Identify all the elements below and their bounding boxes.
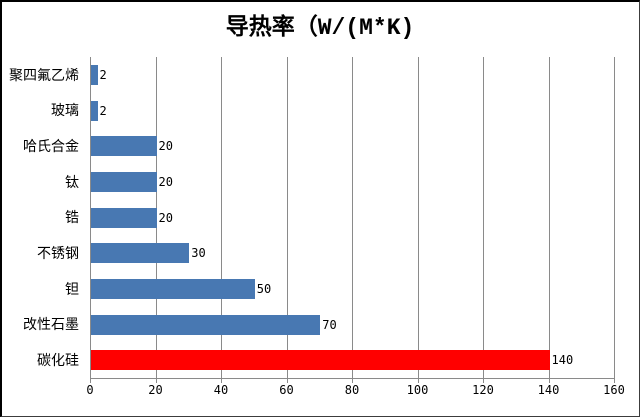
x-tick-label: 80 bbox=[344, 383, 360, 397]
gridline bbox=[417, 57, 419, 378]
gridline bbox=[286, 57, 288, 378]
category-label: 玻璃 bbox=[51, 103, 79, 120]
category-label: 聚四氟乙烯 bbox=[9, 67, 79, 84]
bar-value-label: 20 bbox=[158, 139, 173, 154]
x-axis-tick bbox=[155, 379, 157, 383]
x-tick-label: 60 bbox=[279, 383, 294, 397]
plot-area: 2 2 20 20 20 30 50 70 140 bbox=[90, 57, 615, 383]
x-tick-label: 160 bbox=[603, 383, 625, 397]
bar-value-label: 50 bbox=[256, 281, 272, 296]
bar-value-label: 70 bbox=[322, 317, 337, 332]
x-axis-tick bbox=[352, 379, 353, 383]
chart-title: 导热率（W/(M*K) bbox=[225, 15, 415, 41]
x-axis-tick bbox=[90, 379, 91, 383]
gridline bbox=[352, 57, 353, 378]
gridline bbox=[614, 57, 615, 378]
category-label: 钽 bbox=[65, 281, 79, 298]
gridline bbox=[483, 57, 484, 378]
bar bbox=[91, 350, 550, 371]
x-axis-tick bbox=[614, 379, 615, 383]
gridline bbox=[548, 57, 550, 378]
bar-value-label: 140 bbox=[551, 353, 574, 368]
bar bbox=[91, 314, 321, 335]
category-label: 不锈钢 bbox=[37, 246, 79, 263]
x-tick-label: 120 bbox=[472, 383, 494, 397]
category-label: 碳化硅 bbox=[37, 353, 79, 370]
bar-value-label: 20 bbox=[158, 210, 173, 225]
x-tick-label: 40 bbox=[213, 383, 229, 397]
category-label: 锆 bbox=[65, 210, 79, 227]
x-axis-tick-labels: 0 20 40 60 80 100 120 140 160 bbox=[0, 383, 640, 401]
bar bbox=[91, 171, 157, 192]
category-label: 哈氏合金 bbox=[23, 139, 79, 156]
bar-value-label: 2 bbox=[99, 67, 107, 82]
x-tick-label: 20 bbox=[148, 383, 163, 397]
x-axis-tick bbox=[483, 379, 484, 383]
category-axis-labels: 聚四氟乙烯玻璃哈氏合金钛锆不锈钢钽改性石墨碳化硅 bbox=[0, 57, 84, 378]
bar-value-label: 30 bbox=[191, 246, 206, 261]
x-axis-tick bbox=[286, 379, 288, 383]
bar bbox=[91, 243, 190, 264]
gridline bbox=[221, 57, 222, 378]
category-label: 改性石墨 bbox=[23, 317, 79, 334]
bar bbox=[91, 100, 98, 121]
x-tick-label: 140 bbox=[537, 383, 560, 397]
bar-value-label: 2 bbox=[99, 103, 107, 118]
x-axis-tick bbox=[417, 379, 419, 383]
x-axis-tick bbox=[221, 379, 222, 383]
bar bbox=[91, 64, 98, 85]
x-axis-tick bbox=[548, 379, 550, 383]
bar-value-label: 20 bbox=[158, 174, 173, 189]
bar bbox=[91, 136, 157, 157]
bar bbox=[91, 278, 255, 299]
bar bbox=[91, 207, 157, 228]
category-label: 钛 bbox=[65, 174, 79, 191]
x-tick-label: 0 bbox=[86, 383, 94, 397]
x-tick-label: 100 bbox=[406, 383, 429, 397]
